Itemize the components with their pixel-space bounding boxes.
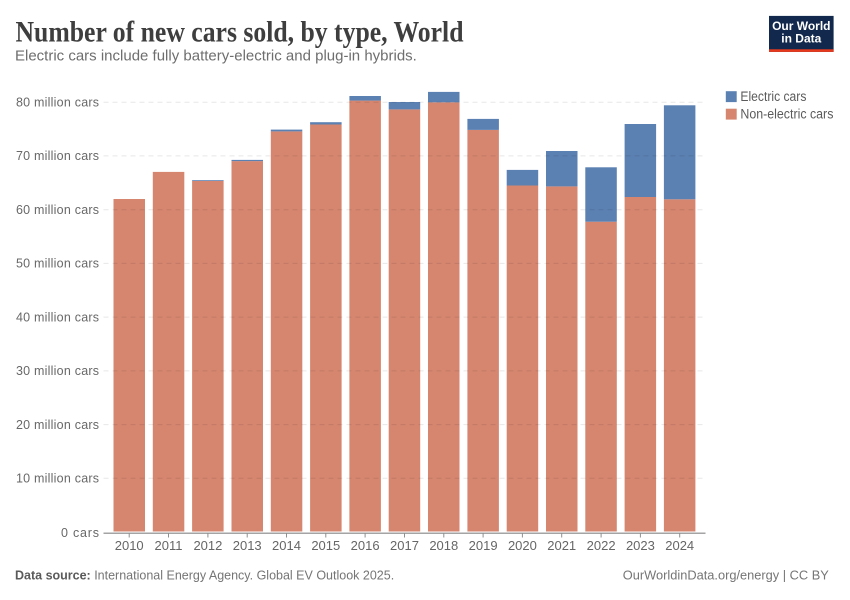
svg-text:60 million cars: 60 million cars bbox=[16, 203, 99, 217]
svg-text:OurWorldinData.org/energy | CC: OurWorldinData.org/energy | CC BY bbox=[623, 569, 830, 583]
svg-text:80 million cars: 80 million cars bbox=[16, 95, 99, 109]
svg-text:2022: 2022 bbox=[587, 538, 616, 553]
svg-text:Our World: Our World bbox=[772, 19, 830, 33]
svg-text:2016: 2016 bbox=[351, 538, 380, 553]
svg-text:Electric cars include fully ba: Electric cars include fully battery-elec… bbox=[15, 48, 417, 65]
svg-text:0 cars: 0 cars bbox=[61, 526, 99, 540]
svg-text:2013: 2013 bbox=[233, 538, 262, 553]
svg-text:Number of new cars sold, by ty: Number of new cars sold, by type, World bbox=[16, 16, 464, 49]
svg-text:2023: 2023 bbox=[626, 538, 655, 553]
svg-text:Electric cars: Electric cars bbox=[740, 89, 806, 104]
svg-text:2024: 2024 bbox=[665, 538, 694, 553]
svg-text:50 million cars: 50 million cars bbox=[16, 257, 99, 271]
svg-text:2018: 2018 bbox=[429, 538, 458, 553]
svg-text:2017: 2017 bbox=[390, 538, 419, 553]
svg-text:20 million cars: 20 million cars bbox=[16, 418, 99, 432]
svg-text:2014: 2014 bbox=[272, 538, 301, 553]
svg-text:70 million cars: 70 million cars bbox=[16, 149, 99, 163]
svg-text:Non-electric cars: Non-electric cars bbox=[740, 106, 833, 121]
svg-text:30 million cars: 30 million cars bbox=[16, 364, 99, 378]
svg-text:in Data: in Data bbox=[781, 31, 821, 45]
svg-text:2010: 2010 bbox=[115, 538, 144, 553]
svg-text:2020: 2020 bbox=[508, 538, 537, 553]
svg-text:40 million cars: 40 million cars bbox=[16, 310, 99, 324]
svg-text:2015: 2015 bbox=[311, 538, 340, 553]
svg-text:2021: 2021 bbox=[547, 538, 576, 553]
svg-text:2012: 2012 bbox=[193, 538, 222, 553]
svg-text:10 million cars: 10 million cars bbox=[16, 472, 99, 486]
svg-text:Data source: International Ene: Data source: International Energy Agency… bbox=[15, 569, 394, 583]
svg-text:2011: 2011 bbox=[155, 538, 183, 553]
svg-text:2019: 2019 bbox=[469, 538, 498, 553]
